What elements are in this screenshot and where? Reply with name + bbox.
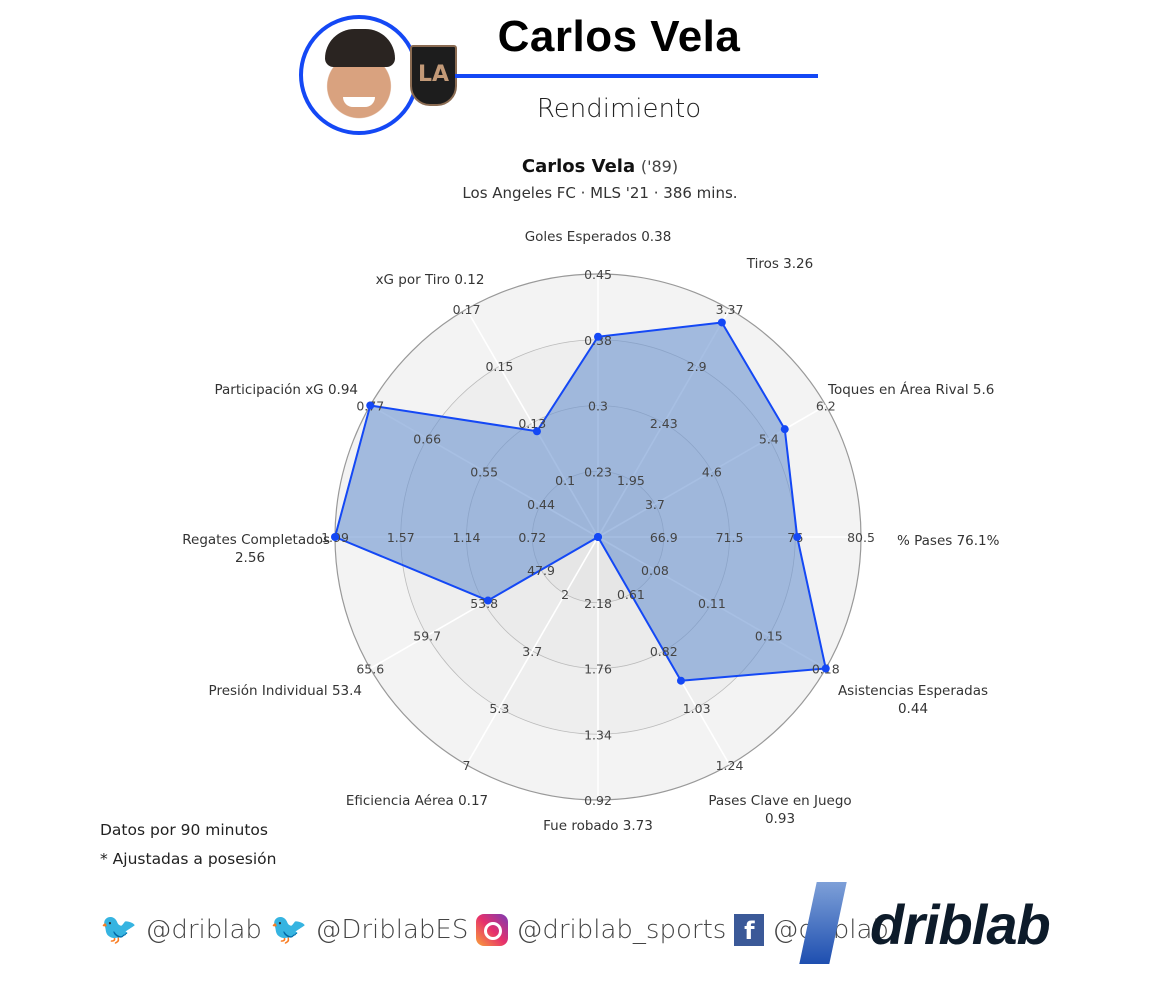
- tick-label: 71.5: [716, 530, 744, 545]
- tick-label: 0.3: [588, 399, 608, 414]
- tick-label: 0.82: [650, 644, 678, 659]
- tick-label: 1.34: [584, 727, 612, 742]
- tick-label: 1.57: [387, 530, 415, 545]
- tick-label: 0.55: [470, 464, 498, 479]
- axis-label: Tiros 3.26: [746, 256, 813, 272]
- tick-label: 0.17: [453, 302, 481, 317]
- tick-label: 0.92: [584, 793, 612, 808]
- tick-label: 2.18: [584, 596, 612, 611]
- note-possession: * Ajustadas a posesión: [100, 850, 277, 868]
- axis-label: Toques en Área Rival 5.6: [827, 381, 994, 398]
- axis-label: Goles Esperados 0.38: [525, 229, 672, 245]
- axis-label: Pases Clave en Juego: [708, 793, 851, 809]
- tick-label: 5.3: [489, 701, 509, 716]
- tick-label: 3.7: [645, 497, 665, 512]
- tick-label: 0.72: [518, 530, 546, 545]
- tick-label: 0.15: [755, 629, 783, 644]
- data-point: [793, 533, 802, 541]
- data-point: [676, 676, 685, 685]
- tick-label: 1.14: [453, 530, 481, 545]
- axis-value-label: 0.44: [898, 701, 928, 717]
- twitter-icon: 🐦: [100, 912, 138, 947]
- tick-label: 3.7: [522, 644, 542, 659]
- tick-label: 65.6: [356, 662, 384, 677]
- tick-label: 2.9: [687, 359, 707, 374]
- tick-label: 0.11: [698, 596, 726, 611]
- tick-label: 0.08: [641, 563, 669, 578]
- tick-label: 59.7: [413, 629, 441, 644]
- axis-value-label: 0.93: [765, 811, 795, 827]
- radar-axis-line: [465, 536, 599, 766]
- tick-label: 0.44: [527, 497, 555, 512]
- data-point: [821, 664, 830, 673]
- axis-label: Presión Individual 53.4: [209, 683, 362, 699]
- logo-slash: [799, 882, 847, 964]
- social-footer: 🐦 @driblab 🐦 @DriblabES @driblab_sports …: [100, 912, 889, 947]
- tick-label: 0.23: [584, 464, 612, 479]
- birth-year: ('89): [640, 157, 679, 176]
- tick-label: 80.5: [847, 530, 875, 545]
- axis-label: Asistencias Esperadas: [838, 683, 988, 699]
- tick-label: 1.76: [584, 662, 612, 677]
- page-title: Carlos Vela: [497, 12, 741, 61]
- radar-area: [334, 321, 827, 682]
- tick-label: 1.03: [683, 701, 711, 716]
- tick-label: 47.9: [527, 563, 555, 578]
- tick-label: 53.8: [470, 596, 498, 611]
- data-point: [594, 332, 602, 341]
- tick-label: 2.43: [650, 416, 678, 431]
- axis-label: Regates Completados: [182, 532, 330, 548]
- title-divider: [455, 74, 818, 78]
- axis-label: Fue robado 3.73: [543, 818, 653, 834]
- axis-label: % Pases 76.1%: [897, 533, 1000, 549]
- page-subtitle: Rendimiento: [536, 94, 702, 124]
- tick-label: 0.66: [413, 431, 441, 446]
- data-point: [780, 425, 789, 434]
- data-point: [717, 318, 726, 327]
- tick-label: 0.61: [617, 587, 645, 602]
- data-point: [366, 401, 375, 410]
- chart-title: Carlos Vela ('89): [350, 156, 850, 177]
- axis-label: Eficiencia Aérea 0.17: [346, 793, 488, 809]
- tick-label: 2: [561, 587, 569, 602]
- player-photo: [299, 15, 419, 135]
- tick-label: 4.6: [702, 464, 722, 479]
- instagram-icon: [476, 913, 509, 946]
- note-per90: Datos por 90 minutos: [100, 821, 268, 839]
- tick-label: 0.45: [584, 267, 612, 282]
- tick-label: 6.2: [816, 399, 836, 414]
- handle-twitter[interactable]: @driblab: [145, 914, 262, 945]
- tick-label: 5.4: [759, 431, 779, 446]
- driblab-logo: driblab: [799, 880, 1060, 970]
- logo-text: driblab: [870, 893, 1051, 956]
- data-point: [532, 427, 541, 436]
- handle-twitter-es[interactable]: @DriblabES: [315, 914, 469, 945]
- axis-label: xG por Tiro 0.12: [376, 272, 485, 288]
- data-point: [331, 533, 339, 541]
- player-name: Carlos Vela: [521, 156, 636, 177]
- chart-subtitle: Los Angeles FC · MLS '21 · 386 mins.: [462, 184, 738, 202]
- axis-label: Participación xG 0.94: [215, 382, 359, 398]
- axis-value-label: 2.56: [235, 550, 265, 566]
- tick-label: 3.37: [716, 302, 744, 317]
- data-point: [594, 533, 602, 541]
- tick-label: 66.9: [650, 530, 678, 545]
- tick-label: 1.95: [617, 473, 645, 488]
- data-point: [483, 596, 492, 605]
- handle-instagram[interactable]: @driblab_sports: [516, 914, 727, 945]
- tick-label: 7: [463, 758, 471, 773]
- tick-label: 1.24: [716, 758, 744, 773]
- tick-label: 0.1: [555, 473, 575, 488]
- tick-label: 0.15: [485, 359, 513, 374]
- twitter-icon: 🐦: [269, 912, 308, 947]
- facebook-icon: f: [734, 913, 765, 946]
- tick-label: 0.13: [518, 416, 546, 431]
